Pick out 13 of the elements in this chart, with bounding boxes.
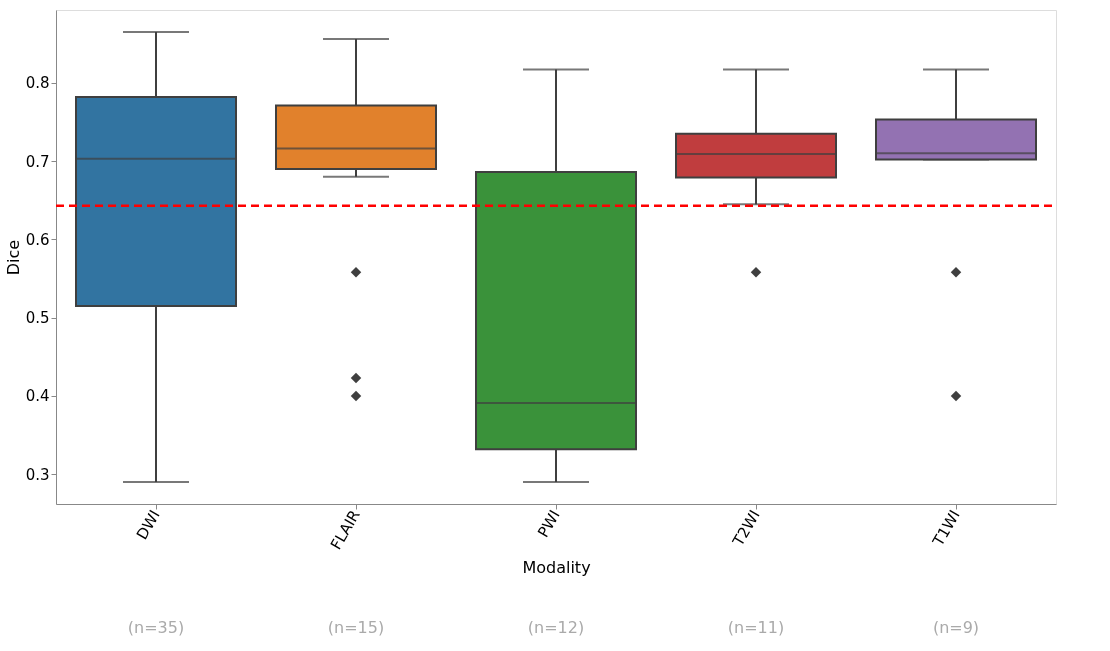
y-tick-label: 0.8 xyxy=(25,74,50,93)
y-tick-label: 0.7 xyxy=(25,152,50,171)
y-tick-label: 0.5 xyxy=(25,309,50,328)
y-tick-label: 0.3 xyxy=(25,465,50,484)
text: (n=9) xyxy=(932,618,980,637)
text: (n=12) xyxy=(527,618,585,637)
y-tick-label: 0.6 xyxy=(25,230,50,249)
x-axis-title: Modality xyxy=(522,558,591,578)
text: (n=15) xyxy=(327,618,385,637)
text: (n=35) xyxy=(127,618,185,637)
y-axis-title: Dice xyxy=(3,239,23,276)
y-tick-label: 0.4 xyxy=(25,387,50,406)
text: (n=11) xyxy=(727,618,785,637)
